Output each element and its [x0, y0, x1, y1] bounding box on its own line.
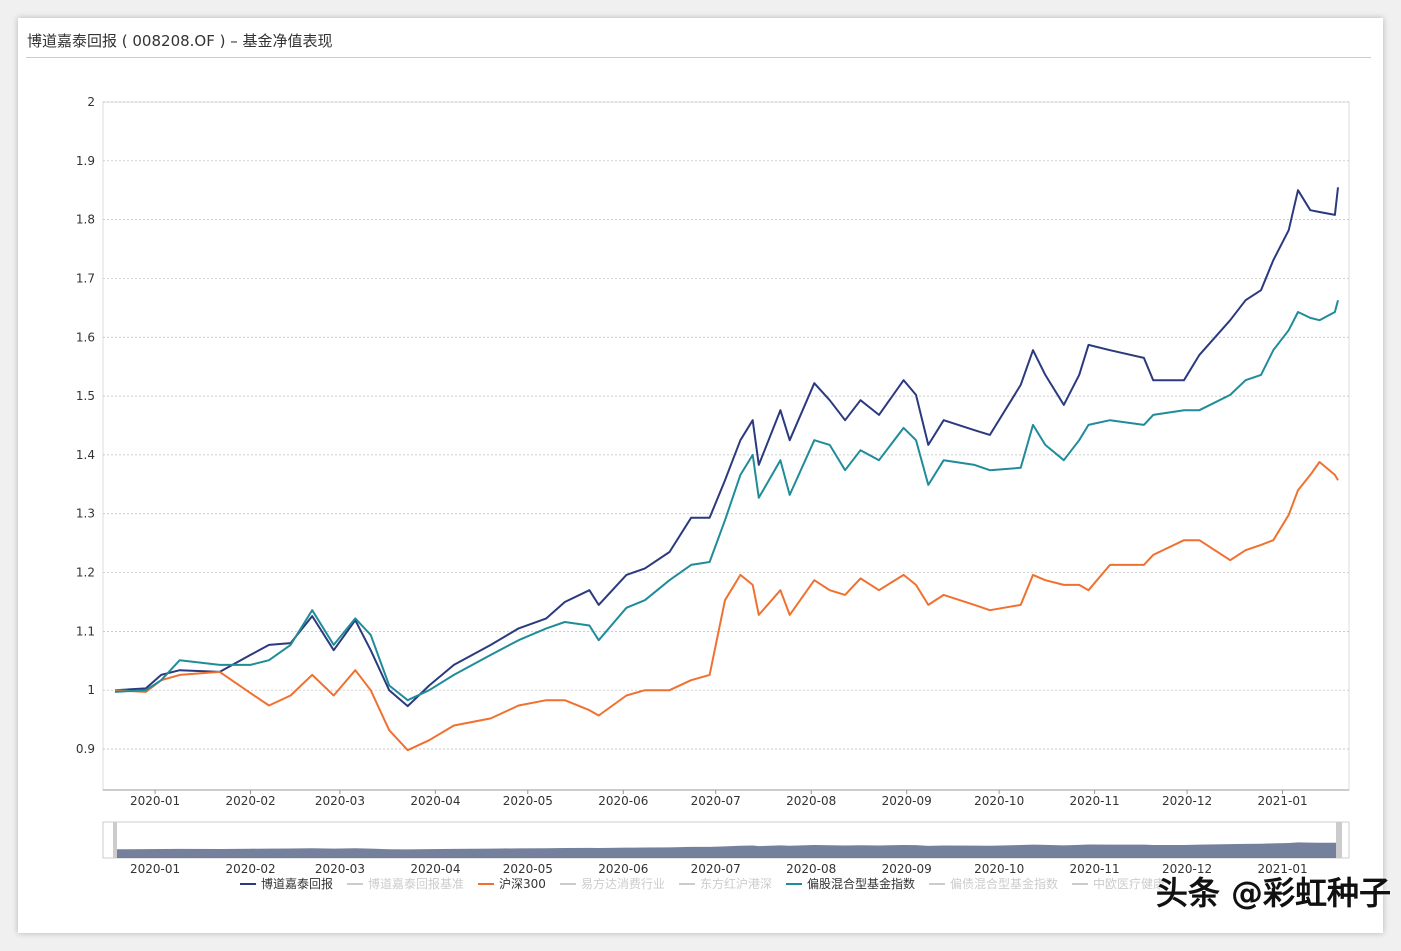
title-divider: [26, 57, 1371, 58]
series-line-博道嘉泰回报: [114, 187, 1339, 708]
y-tick-label: 1.6: [76, 330, 95, 344]
x-tick-label: 2020-05: [503, 794, 553, 808]
legend-item[interactable]: 易方达消费行业: [559, 875, 665, 892]
slider-tick-label: 2020-04: [410, 862, 460, 876]
series-line-沪深300: [114, 461, 1339, 752]
x-tick-label: 2020-07: [691, 794, 741, 808]
x-tick-label: 2020-02: [225, 794, 275, 808]
legend-label: 东方红沪港深: [699, 877, 772, 891]
y-tick-label: 1.7: [76, 271, 95, 285]
legend-item[interactable]: 偏股混合型基金指数: [785, 875, 915, 892]
slider-tick-label: 2020-07: [691, 862, 741, 876]
legend-swatch-icon: [1072, 882, 1088, 885]
legend-label: 沪深300: [499, 877, 546, 891]
y-tick-label: 1.1: [76, 624, 95, 638]
chart-card: 博道嘉泰回报 ( 008208.OF ) – 基金净值表现: [18, 18, 1383, 933]
y-tick-label: 2: [87, 95, 95, 109]
y-tick-label: 1.4: [76, 448, 95, 462]
slider-handle-right[interactable]: [1336, 822, 1342, 858]
slider-tick-label: 2020-01: [130, 862, 180, 876]
slider-tick-label: 2021-01: [1257, 862, 1307, 876]
legend-swatch-icon: [478, 882, 495, 885]
slider-tick-label: 2020-05: [503, 862, 553, 876]
slider-tick-label: 2020-03: [315, 862, 365, 876]
legend-item[interactable]: 偏债混合型基金指数: [928, 875, 1058, 892]
y-tick-label: 1.5: [76, 389, 95, 403]
x-tick-label: 2020-12: [1162, 794, 1212, 808]
x-tick-label: 2020-10: [974, 794, 1024, 808]
slider-tick-label: 2020-06: [598, 862, 648, 876]
slider-handle-left[interactable]: [113, 822, 117, 858]
legend-swatch-icon: [785, 882, 802, 885]
y-tick-label: 1: [87, 683, 95, 697]
x-tick-label: 2020-08: [786, 794, 836, 808]
y-tick-label: 1.8: [76, 213, 95, 227]
slider-tick-label: 2020-11: [1070, 862, 1120, 876]
x-tick-label: 2020-06: [598, 794, 648, 808]
x-tick-label: 2021-01: [1257, 794, 1307, 808]
legend-item[interactable]: 沪深300: [478, 875, 546, 892]
legend-label: 中欧医疗健康: [1093, 877, 1166, 891]
legend-label: 博道嘉泰回报: [261, 877, 334, 891]
x-tick-label: 2020-03: [315, 794, 365, 808]
watermark: 头条 @彩虹种子: [1155, 874, 1391, 912]
y-tick-label: 0.9: [76, 742, 95, 756]
slider-preview-area: [115, 842, 1338, 858]
legend-item[interactable]: 中欧医疗健康: [1072, 875, 1165, 892]
legend-swatch-icon: [347, 882, 364, 885]
legend-swatch-icon: [928, 882, 945, 885]
y-tick-label: 1.2: [76, 566, 95, 580]
slider-tick-label: 2020-12: [1162, 862, 1212, 876]
legend-swatch-icon: [678, 882, 695, 885]
y-tick-label: 1.3: [76, 507, 95, 521]
x-tick-label: 2020-01: [130, 794, 180, 808]
slider-tick-label: 2020-09: [882, 862, 932, 876]
x-tick-label: 2020-04: [410, 794, 460, 808]
legend-item[interactable]: 东方红沪港深: [678, 875, 772, 892]
y-tick-label: 1.9: [76, 154, 95, 168]
slider-tick-label: 2020-08: [786, 862, 836, 876]
legend: 博道嘉泰回报 博道嘉泰回报基准 沪深300 易方达消费行业 东方红沪港深 偏股混合型基金指…: [240, 875, 1165, 892]
legend-swatch-icon: [559, 882, 576, 885]
legend-label: 博道嘉泰回报基准: [368, 877, 465, 891]
legend-item[interactable]: 博道嘉泰回报基准: [347, 875, 464, 892]
legend-item[interactable]: 博道嘉泰回报: [240, 875, 333, 892]
series-line-偏股混合型基金指数: [114, 299, 1339, 702]
slider-tick-label: 2020-10: [974, 862, 1024, 876]
legend-label: 偏股混合型基金指数: [806, 877, 915, 891]
legend-swatch-icon: [240, 882, 256, 885]
legend-label: 偏债混合型基金指数: [949, 877, 1058, 891]
chart-title: 博道嘉泰回报 ( 008208.OF ) – 基金净值表现: [27, 32, 333, 50]
x-tick-label: 2020-11: [1070, 794, 1120, 808]
plot-area: [102, 101, 1350, 791]
x-tick-label: 2020-09: [882, 794, 932, 808]
slider-tick-label: 2020-02: [225, 862, 275, 876]
legend-label: 易方达消费行业: [580, 877, 665, 891]
